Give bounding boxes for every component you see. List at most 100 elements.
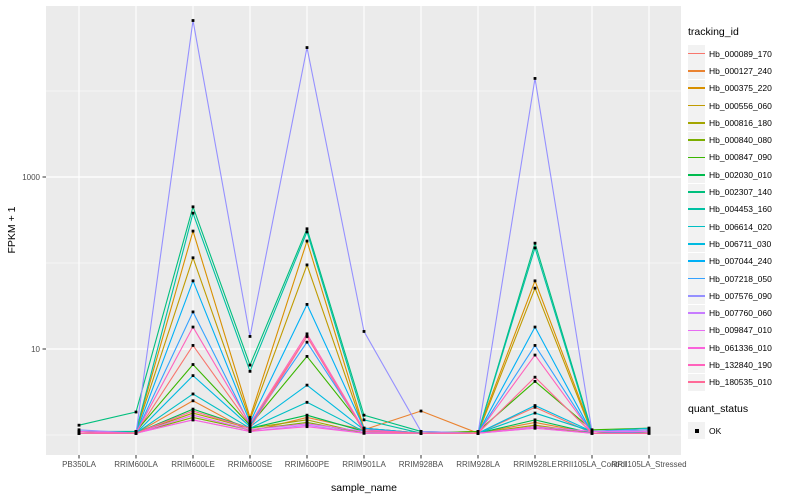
data-point xyxy=(191,363,195,366)
legend-key-line xyxy=(688,183,705,201)
legend-line-swatch xyxy=(688,87,705,90)
data-point xyxy=(362,431,366,435)
data-point xyxy=(476,431,480,435)
data-point xyxy=(305,340,309,344)
legend-entry-label: Hb_006711_030 xyxy=(709,238,772,249)
data-point xyxy=(362,428,366,432)
data-point xyxy=(533,411,537,415)
data-point xyxy=(419,409,423,413)
data-point xyxy=(248,428,252,432)
legend-entry-label: Hb_000556_060 xyxy=(709,100,772,111)
data-point xyxy=(191,392,195,396)
data-point xyxy=(362,418,366,422)
data-point xyxy=(191,205,195,209)
data-point xyxy=(533,353,537,357)
data-point xyxy=(305,423,309,427)
data-point xyxy=(533,418,537,422)
legend-entry-Hb_004453_160: Hb_004453_160 xyxy=(688,200,800,218)
data-point xyxy=(248,418,252,422)
legend-key-line xyxy=(688,148,705,166)
legend-line-swatch xyxy=(688,225,705,228)
data-point xyxy=(533,404,537,407)
legend-entry-label: Hb_000816_180 xyxy=(709,117,772,128)
data-point xyxy=(533,405,537,409)
data-point xyxy=(533,325,537,329)
data-point xyxy=(248,430,252,433)
legend-key-line xyxy=(688,252,705,270)
legend-entry-Hb_006614_020: Hb_006614_020 xyxy=(688,218,800,236)
legend-entry-label: Hb_002030_010 xyxy=(709,169,772,180)
legend-line-swatch xyxy=(688,277,705,280)
data-point xyxy=(533,375,537,379)
legend-line-swatch xyxy=(688,243,705,245)
data-point xyxy=(362,330,366,333)
legend-entry-label: Hb_132840_190 xyxy=(709,359,772,370)
data-point xyxy=(419,430,423,433)
data-point xyxy=(305,422,309,426)
data-point xyxy=(305,416,309,419)
legend-entry-label: Hb_000840_080 xyxy=(709,135,772,146)
quant-status-entries: OK xyxy=(688,422,800,440)
data-point xyxy=(191,418,195,422)
legend-key-line xyxy=(688,235,705,253)
legend-key-line xyxy=(688,45,705,63)
data-point xyxy=(590,431,594,435)
legend-key-line xyxy=(688,373,705,391)
data-point xyxy=(191,407,195,411)
data-point xyxy=(305,303,309,306)
x-tick-label: RRIM600LE xyxy=(171,460,215,469)
legend-line-swatch xyxy=(688,156,705,159)
legend-line-swatch xyxy=(688,208,705,211)
data-point xyxy=(191,374,195,378)
data-point xyxy=(590,430,594,433)
legend-key-line xyxy=(688,304,705,322)
data-point xyxy=(533,421,537,424)
legend-entry-label: Hb_007218_050 xyxy=(709,273,772,284)
legend-key-line xyxy=(688,339,705,357)
legend-entry-Hb_002307_140: Hb_002307_140 xyxy=(688,183,800,201)
data-point xyxy=(533,279,537,283)
legend-key-line xyxy=(688,200,705,218)
x-tick-label: RRII105LA_Control xyxy=(557,460,627,469)
data-point xyxy=(77,431,81,435)
x-tick-label: PB350LA xyxy=(62,460,96,469)
x-tick-label: RRII105LA_Stressed xyxy=(611,460,686,469)
data-point xyxy=(305,335,309,338)
legend-line-swatch xyxy=(688,364,705,366)
data-point xyxy=(248,363,252,367)
legend-line-swatch xyxy=(688,121,705,124)
data-point xyxy=(533,344,537,347)
data-point xyxy=(305,227,309,231)
legend-entry-label: Hb_000089_170 xyxy=(709,48,772,59)
legend-entry-Hb_000556_060: Hb_000556_060 xyxy=(688,97,800,115)
data-point xyxy=(191,399,195,403)
y-tick-label: 10 xyxy=(31,345,40,354)
x-tick-label: RRIM928BA xyxy=(399,460,444,469)
data-point xyxy=(77,430,81,433)
data-point xyxy=(134,430,138,433)
legend-entry-Hb_180535_010: Hb_180535_010 xyxy=(688,373,800,391)
data-point xyxy=(305,383,309,387)
legend-key-line xyxy=(688,270,705,287)
data-point xyxy=(533,425,537,429)
data-point xyxy=(191,229,195,233)
legend-line-swatch xyxy=(688,381,705,384)
data-point xyxy=(305,332,309,336)
legend-entry-Hb_002030_010: Hb_002030_010 xyxy=(688,166,800,184)
x-tick-label: RRIM600LA xyxy=(114,460,158,469)
data-point xyxy=(647,428,651,432)
legend-key-line xyxy=(688,131,705,149)
legend-entry-Hb_000375_220: Hb_000375_220 xyxy=(688,79,800,97)
quant-status-entry: OK xyxy=(688,422,800,440)
black-square-marker-icon xyxy=(694,428,699,433)
data-point xyxy=(191,19,195,22)
data-point xyxy=(419,431,423,435)
legend-entry-Hb_007218_050: Hb_007218_050 xyxy=(688,270,800,287)
data-point xyxy=(533,380,537,383)
legend-entry-label: Hb_000375_220 xyxy=(709,83,772,94)
data-point xyxy=(533,423,537,427)
data-point xyxy=(533,426,537,430)
legend-entry-Hb_007044_240: Hb_007044_240 xyxy=(688,252,800,270)
legend-line-swatch xyxy=(688,346,705,349)
